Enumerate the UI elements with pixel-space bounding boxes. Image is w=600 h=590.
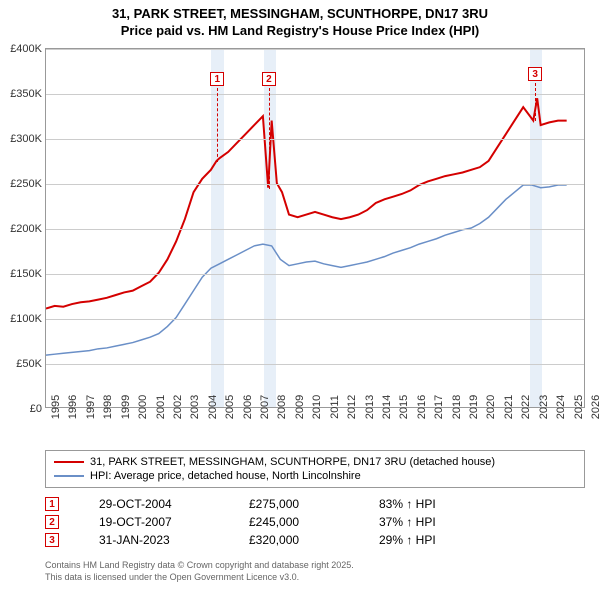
x-axis-label: 2002 <box>168 395 184 419</box>
x-axis-label: 2006 <box>238 395 254 419</box>
chart-container: 31, PARK STREET, MESSINGHAM, SCUNTHORPE,… <box>0 0 600 590</box>
x-axis-label: 2025 <box>569 395 585 419</box>
x-axis-label: 1996 <box>63 395 79 419</box>
y-axis-label: £50K <box>16 358 46 370</box>
legend-label: 31, PARK STREET, MESSINGHAM, SCUNTHORPE,… <box>90 456 495 468</box>
x-axis-label: 2020 <box>481 395 497 419</box>
x-axis-label: 2012 <box>342 395 358 419</box>
x-axis-label: 1999 <box>116 395 132 419</box>
grid-line <box>46 319 584 320</box>
x-axis-label: 2014 <box>377 395 393 419</box>
table-row: 2 19-OCT-2007 £245,000 37% ↑ HPI <box>45 513 479 531</box>
x-axis-label: 2013 <box>360 395 376 419</box>
y-axis-label: £300K <box>10 133 46 145</box>
y-axis-label: £150K <box>10 268 46 280</box>
legend-item: HPI: Average price, detached house, Nort… <box>54 469 576 483</box>
sale-price: £275,000 <box>249 497 339 511</box>
x-axis-label: 2022 <box>516 395 532 419</box>
table-marker-3: 3 <box>45 533 59 547</box>
grid-line <box>46 229 584 230</box>
grid-line <box>46 94 584 95</box>
y-axis-label: £400K <box>10 43 46 55</box>
x-axis-label: 1998 <box>98 395 114 419</box>
x-axis-label: 2009 <box>290 395 306 419</box>
grid-line <box>46 49 584 50</box>
x-axis-label: 1995 <box>46 395 62 419</box>
x-axis-label: 2026 <box>586 395 600 419</box>
x-axis-label: 2017 <box>429 395 445 419</box>
sales-table: 1 29-OCT-2004 £275,000 83% ↑ HPI 2 19-OCT-200… <box>45 495 479 549</box>
grid-line <box>46 184 584 185</box>
x-axis-label: 2016 <box>412 395 428 419</box>
table-row: 1 29-OCT-2004 £275,000 83% ↑ HPI <box>45 495 479 513</box>
x-axis-label: 2007 <box>255 395 271 419</box>
x-axis-label: 2004 <box>203 395 219 419</box>
grid-line <box>46 364 584 365</box>
marker-line <box>269 88 270 189</box>
marker-line <box>217 88 218 162</box>
x-axis-label: 2015 <box>394 395 410 419</box>
hpi-delta: 83% ↑ HPI <box>379 497 479 511</box>
sale-price: £245,000 <box>249 515 339 529</box>
sale-date: 19-OCT-2007 <box>99 515 209 529</box>
title-line-2: Price paid vs. HM Land Registry's House … <box>0 23 600 40</box>
x-axis-label: 2018 <box>447 395 463 419</box>
x-axis-label: 2001 <box>151 395 167 419</box>
chart-marker-1: 1 <box>210 72 224 86</box>
table-marker-2: 2 <box>45 515 59 529</box>
y-axis-label: £200K <box>10 223 46 235</box>
hpi-delta: 37% ↑ HPI <box>379 515 479 529</box>
x-axis-label: 2008 <box>272 395 288 419</box>
legend-item: 31, PARK STREET, MESSINGHAM, SCUNTHORPE,… <box>54 455 576 469</box>
table-row: 3 31-JAN-2023 £320,000 29% ↑ HPI <box>45 531 479 549</box>
footer-line-1: Contains HM Land Registry data © Crown c… <box>45 560 354 572</box>
line-svg <box>46 49 584 407</box>
chart-marker-3: 3 <box>528 67 542 81</box>
x-axis-label: 2011 <box>325 395 341 419</box>
y-axis-label: £350K <box>10 88 46 100</box>
plot-area: £0£50K£100K£150K£200K£250K£300K£350K£400… <box>45 48 585 408</box>
legend-swatch <box>54 475 84 477</box>
footer-line-2: This data is licensed under the Open Gov… <box>45 572 354 584</box>
chart-title: 31, PARK STREET, MESSINGHAM, SCUNTHORPE,… <box>0 0 600 40</box>
sale-date: 29-OCT-2004 <box>99 497 209 511</box>
x-axis-label: 2019 <box>464 395 480 419</box>
footer-attribution: Contains HM Land Registry data © Crown c… <box>45 560 354 583</box>
legend-label: HPI: Average price, detached house, Nort… <box>90 470 361 482</box>
x-axis-label: 2021 <box>499 395 515 419</box>
series-hpi <box>46 185 567 355</box>
legend-swatch <box>54 461 84 463</box>
x-axis-label: 2023 <box>534 395 550 419</box>
x-axis-label: 2003 <box>185 395 201 419</box>
marker-line <box>535 83 536 121</box>
y-axis-label: £250K <box>10 178 46 190</box>
y-axis-label: £0 <box>30 403 46 415</box>
x-axis-label: 2010 <box>307 395 323 419</box>
table-marker-1: 1 <box>45 497 59 511</box>
title-line-1: 31, PARK STREET, MESSINGHAM, SCUNTHORPE,… <box>0 6 600 23</box>
sale-date: 31-JAN-2023 <box>99 533 209 547</box>
x-axis-label: 2005 <box>220 395 236 419</box>
hpi-delta: 29% ↑ HPI <box>379 533 479 547</box>
chart-marker-2: 2 <box>262 72 276 86</box>
y-axis-label: £100K <box>10 313 46 325</box>
sale-price: £320,000 <box>249 533 339 547</box>
grid-line <box>46 274 584 275</box>
series-price_paid <box>46 98 567 308</box>
legend: 31, PARK STREET, MESSINGHAM, SCUNTHORPE,… <box>45 450 585 488</box>
x-axis-label: 2000 <box>133 395 149 419</box>
x-axis-label: 2024 <box>551 395 567 419</box>
grid-line <box>46 139 584 140</box>
x-axis-label: 1997 <box>81 395 97 419</box>
